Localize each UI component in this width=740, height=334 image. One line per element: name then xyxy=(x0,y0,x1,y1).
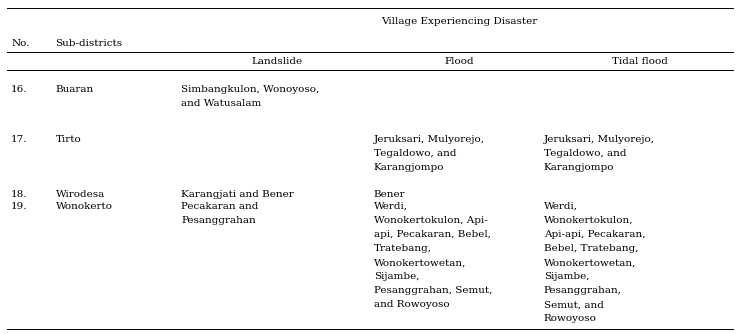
Text: Karangjompo: Karangjompo xyxy=(374,163,444,172)
Text: Wonokertowetan,: Wonokertowetan, xyxy=(374,258,466,267)
Text: Jeruksari, Mulyorejo,: Jeruksari, Mulyorejo, xyxy=(374,135,485,144)
Text: Sijambe,: Sijambe, xyxy=(374,272,419,281)
Text: Bebel, Tratebang,: Bebel, Tratebang, xyxy=(544,244,639,253)
Text: Wonokertokulon, Api-: Wonokertokulon, Api- xyxy=(374,216,488,225)
Text: Bener: Bener xyxy=(374,190,406,199)
Text: Buaran: Buaran xyxy=(56,85,94,94)
Text: Semut, and: Semut, and xyxy=(544,300,604,309)
Text: 18.: 18. xyxy=(11,190,27,199)
Text: Tegaldowo, and: Tegaldowo, and xyxy=(544,149,626,158)
Text: Wirodesa: Wirodesa xyxy=(56,190,105,199)
Text: Pesanggrahan, Semut,: Pesanggrahan, Semut, xyxy=(374,286,492,295)
Text: Werdi,: Werdi, xyxy=(544,202,578,211)
Text: Pesanggrahan: Pesanggrahan xyxy=(181,216,256,225)
Text: Tidal flood: Tidal flood xyxy=(612,57,668,66)
Text: Tirto: Tirto xyxy=(56,135,81,144)
Text: Tratebang,: Tratebang, xyxy=(374,244,431,253)
Text: Sijambe,: Sijambe, xyxy=(544,272,589,281)
Text: Karangjati and Bener: Karangjati and Bener xyxy=(181,190,294,199)
Text: Wonokerto: Wonokerto xyxy=(56,202,112,211)
Text: Village Experiencing Disaster: Village Experiencing Disaster xyxy=(380,17,537,26)
Text: 17.: 17. xyxy=(11,135,27,144)
Text: Wonokertowetan,: Wonokertowetan, xyxy=(544,258,636,267)
Text: Pesanggrahan,: Pesanggrahan, xyxy=(544,286,622,295)
Text: Simbangkulon, Wonoyoso,: Simbangkulon, Wonoyoso, xyxy=(181,85,320,94)
Text: No.: No. xyxy=(11,39,30,48)
Text: Karangjompo: Karangjompo xyxy=(544,163,614,172)
Text: and Watusalam: and Watusalam xyxy=(181,99,261,108)
Text: api, Pecakaran, Bebel,: api, Pecakaran, Bebel, xyxy=(374,230,491,239)
Text: Pecakaran and: Pecakaran and xyxy=(181,202,259,211)
Text: Landslide: Landslide xyxy=(252,57,303,66)
Text: Jeruksari, Mulyorejo,: Jeruksari, Mulyorejo, xyxy=(544,135,655,144)
Text: Wonokertokulon,: Wonokertokulon, xyxy=(544,216,633,225)
Text: Api-api, Pecakaran,: Api-api, Pecakaran, xyxy=(544,230,645,239)
Text: Tegaldowo, and: Tegaldowo, and xyxy=(374,149,456,158)
Text: Rowoyoso: Rowoyoso xyxy=(544,314,596,323)
Text: 19.: 19. xyxy=(11,202,27,211)
Text: Werdi,: Werdi, xyxy=(374,202,408,211)
Text: Flood: Flood xyxy=(444,57,474,66)
Text: Sub-districts: Sub-districts xyxy=(56,39,123,48)
Text: 16.: 16. xyxy=(11,85,27,94)
Text: and Rowoyoso: and Rowoyoso xyxy=(374,300,449,309)
